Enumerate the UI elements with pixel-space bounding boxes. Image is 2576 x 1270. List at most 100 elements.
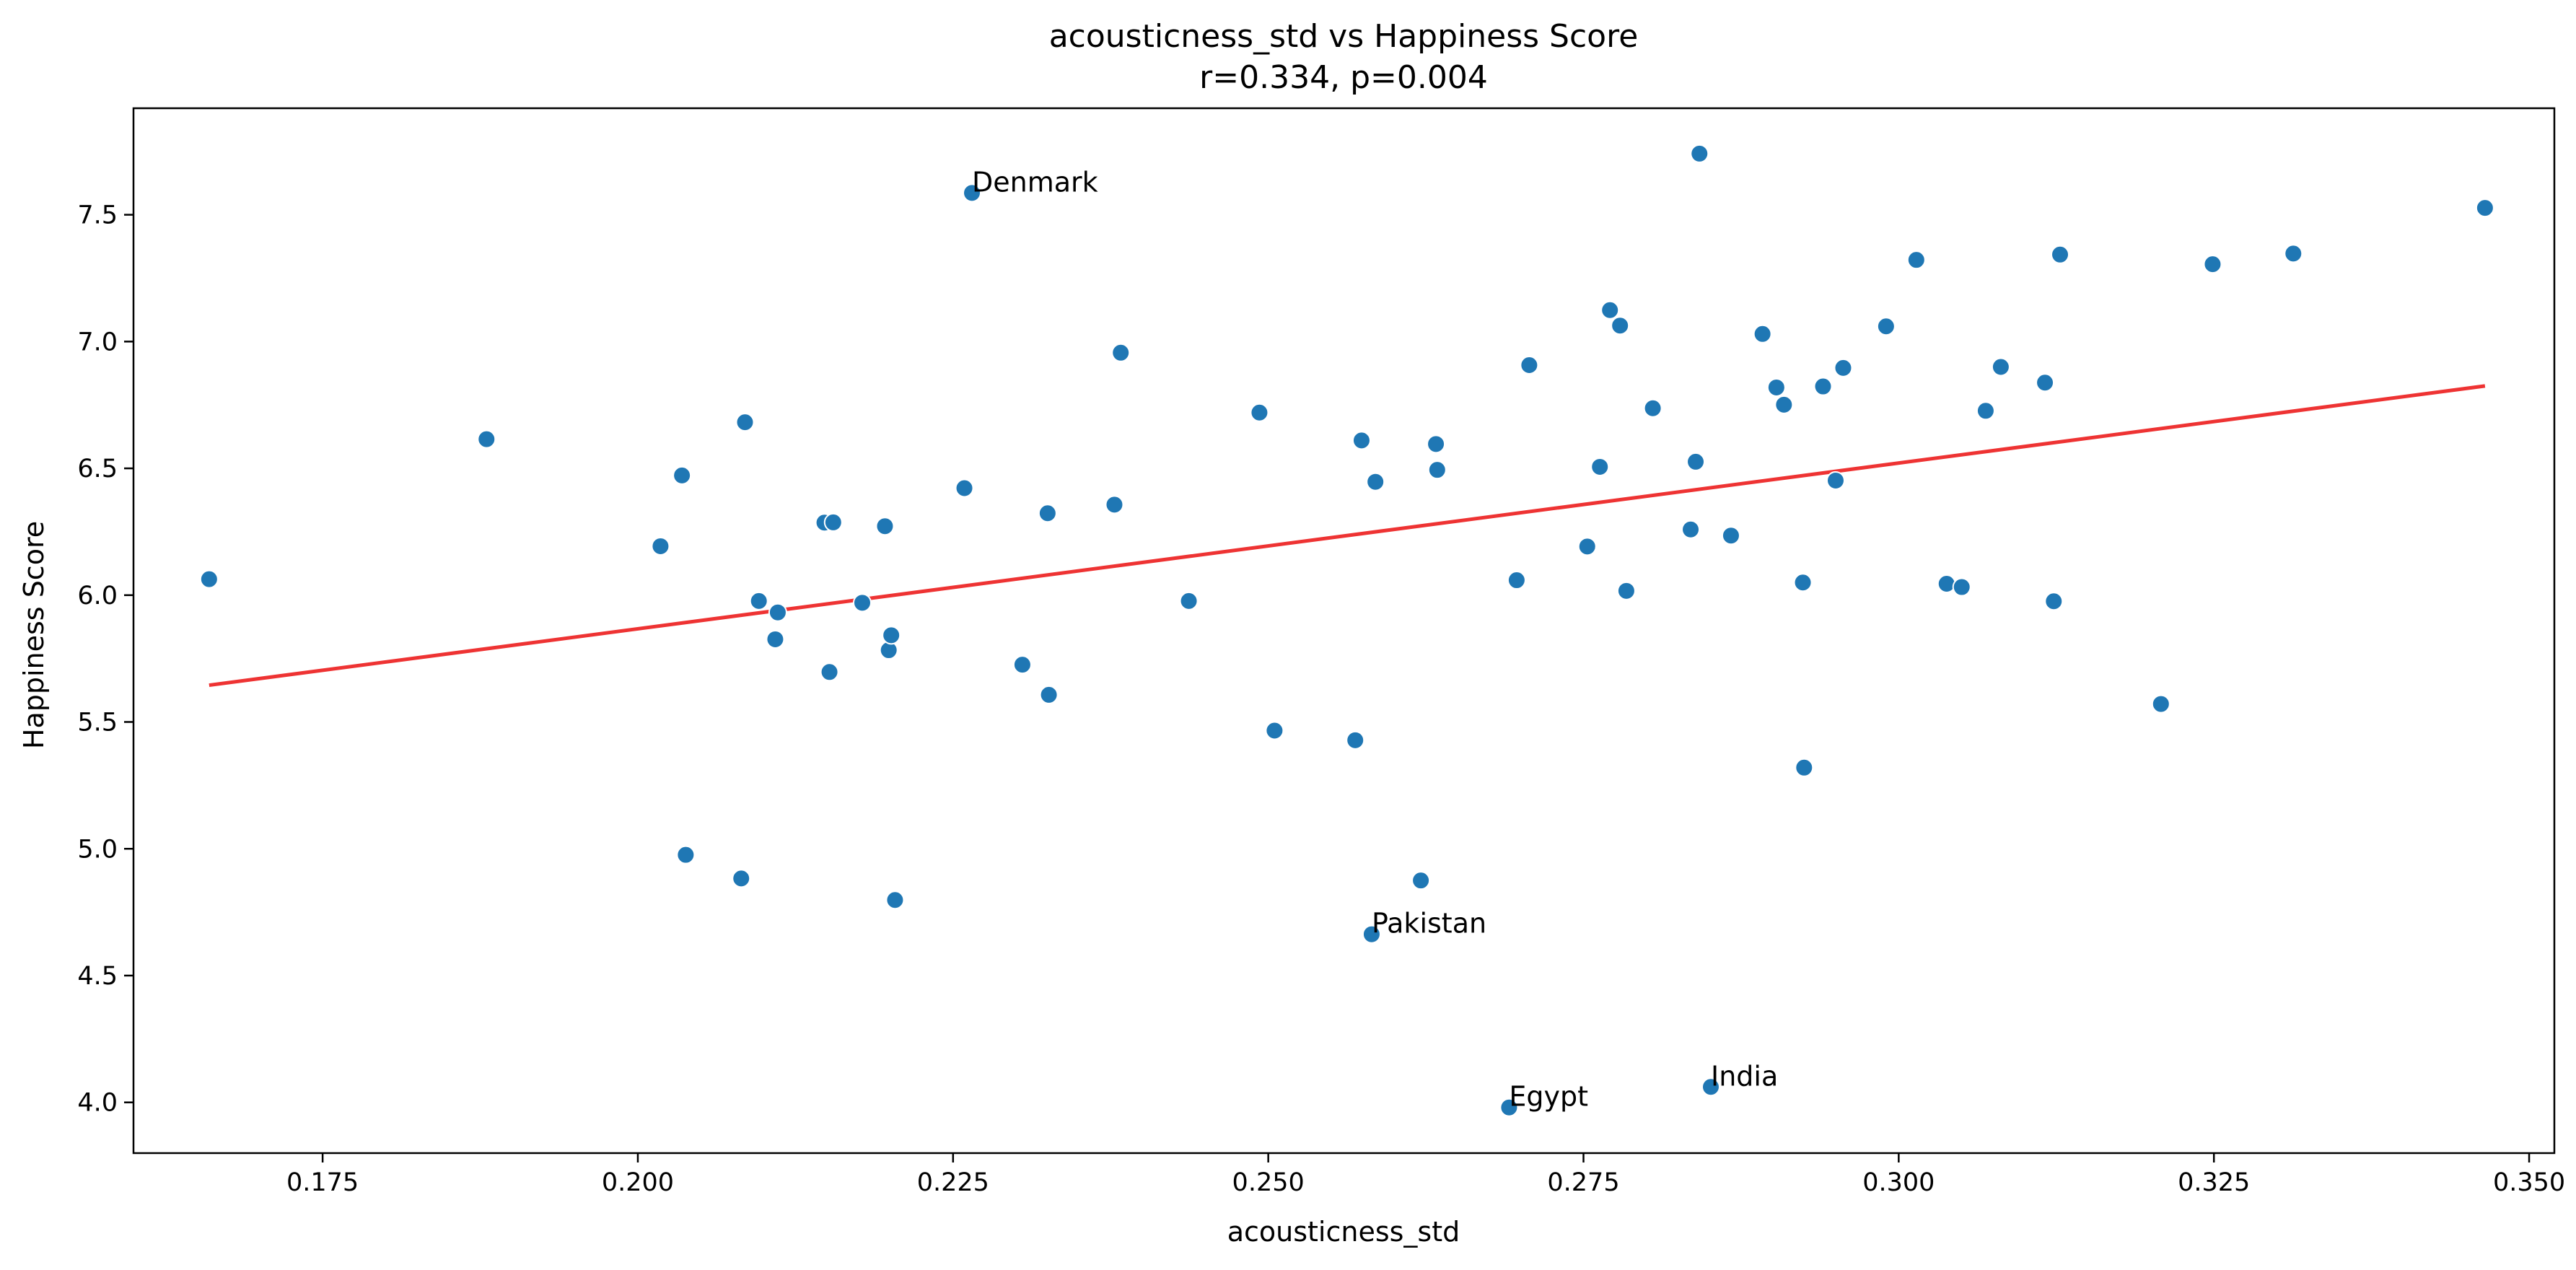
- y-tick-label: 7.5: [77, 201, 118, 230]
- data-point: [1362, 924, 1381, 944]
- data-point: [1701, 1077, 1720, 1097]
- data-point: [199, 569, 219, 589]
- data-point: [1952, 577, 1971, 597]
- y-axis-label: Happiness Score: [18, 521, 50, 749]
- data-point: [1111, 343, 1131, 362]
- data-point: [749, 591, 768, 610]
- data-point: [1039, 685, 1059, 704]
- data-point: [1346, 730, 1365, 750]
- annotation-label: India: [1711, 1060, 1778, 1092]
- data-point: [875, 517, 895, 536]
- x-tick-label: 0.175: [286, 1168, 359, 1197]
- data-point: [2475, 198, 2494, 218]
- data-point: [1813, 377, 1833, 396]
- trendline-layer: [209, 384, 2486, 688]
- y-axis-ticks: 4.0 4.5 5.0 5.5 6.0 6.5 7.0 7.5: [77, 201, 133, 1118]
- data-point: [676, 845, 696, 864]
- data-point: [955, 478, 974, 498]
- y-tick-label: 6.0: [77, 582, 118, 610]
- data-point: [768, 603, 787, 622]
- plot-area: Denmark Pakistan Egypt India: [132, 107, 2556, 1155]
- x-tick-label: 0.225: [917, 1168, 989, 1197]
- data-point: [1012, 655, 1032, 675]
- data-point: [2203, 255, 2222, 274]
- data-point: [1795, 758, 1814, 777]
- data-point: [1686, 452, 1706, 471]
- y-tick-label: 4.5: [77, 962, 118, 991]
- data-point: [732, 869, 751, 888]
- y-tick-label: 5.0: [77, 835, 118, 864]
- data-point: [1774, 395, 1794, 414]
- data-point: [1590, 457, 1610, 476]
- chart-subtitle: r=0.334, p=0.004: [1199, 59, 1488, 96]
- x-tick-label: 0.325: [2178, 1168, 2250, 1197]
- data-point: [823, 512, 843, 532]
- data-point: [651, 536, 670, 556]
- data-point: [1690, 144, 1709, 163]
- data-point: [1643, 398, 1662, 418]
- data-point: [1991, 357, 2010, 377]
- data-point: [1681, 520, 1701, 539]
- x-tick-label: 0.250: [1232, 1168, 1305, 1197]
- data-point: [673, 465, 692, 485]
- data-point: [1611, 316, 1630, 336]
- data-point: [2051, 245, 2070, 264]
- x-tick-label: 0.300: [1862, 1168, 1935, 1197]
- x-axis-label: acousticness_std: [1227, 1216, 1460, 1248]
- data-point: [1937, 574, 1956, 593]
- data-point: [735, 413, 755, 432]
- data-point: [1499, 1098, 1519, 1117]
- trendline: [209, 384, 2486, 688]
- data-point: [1834, 358, 1853, 377]
- x-tick-label: 0.200: [602, 1168, 674, 1197]
- data-point: [852, 593, 872, 613]
- data-point: [1577, 537, 1597, 556]
- data-point: [477, 429, 496, 449]
- y-tick-label: 5.5: [77, 709, 118, 737]
- data-point: [885, 890, 905, 910]
- data-point: [820, 662, 839, 682]
- data-point: [2151, 694, 2170, 714]
- data-point: [1427, 434, 1446, 454]
- data-point: [766, 629, 785, 649]
- data-point: [1721, 526, 1740, 546]
- y-tick-label: 4.0: [77, 1089, 118, 1118]
- annotation-label: Egypt: [1509, 1081, 1588, 1113]
- data-point: [1427, 460, 1447, 480]
- data-point: [1793, 573, 1813, 592]
- data-point: [1876, 317, 1896, 336]
- y-tick-label: 7.0: [77, 328, 118, 356]
- data-point: [882, 626, 901, 645]
- data-point: [2284, 244, 2303, 263]
- data-point: [1766, 377, 1786, 397]
- data-point: [1507, 571, 1526, 590]
- x-axis-ticks: 0.175 0.200 0.225 0.250 0.275 0.300 0.325 0.350: [286, 1153, 2565, 1197]
- data-point: [1600, 300, 1620, 320]
- data-point: [2044, 592, 2064, 611]
- data-point: [2036, 373, 2055, 393]
- data-point: [1179, 591, 1199, 610]
- chart-title: acousticness_std vs Happiness Score: [1049, 18, 1639, 55]
- plot-frame: [132, 107, 2556, 1155]
- data-point: [1753, 324, 1772, 343]
- data-point: [963, 183, 982, 203]
- data-point: [1976, 401, 1995, 421]
- data-point: [1265, 721, 1284, 740]
- data-point: [1038, 504, 1057, 523]
- data-point: [1411, 871, 1431, 890]
- data-point: [1105, 495, 1124, 514]
- data-point: [1906, 250, 1926, 270]
- data-point: [1826, 470, 1845, 490]
- data-point: [1351, 431, 1371, 450]
- x-tick-label: 0.350: [2493, 1168, 2565, 1197]
- data-point: [1250, 403, 1269, 422]
- points-layer: [199, 144, 2494, 1117]
- annotation-label: Denmark: [972, 166, 1098, 198]
- annotation-label: Pakistan: [1372, 908, 1486, 940]
- annotations-layer: Denmark Pakistan Egypt India: [972, 166, 1778, 1112]
- x-tick-label: 0.275: [1547, 1168, 1619, 1197]
- data-point: [1616, 581, 1636, 600]
- data-point: [1520, 356, 1539, 375]
